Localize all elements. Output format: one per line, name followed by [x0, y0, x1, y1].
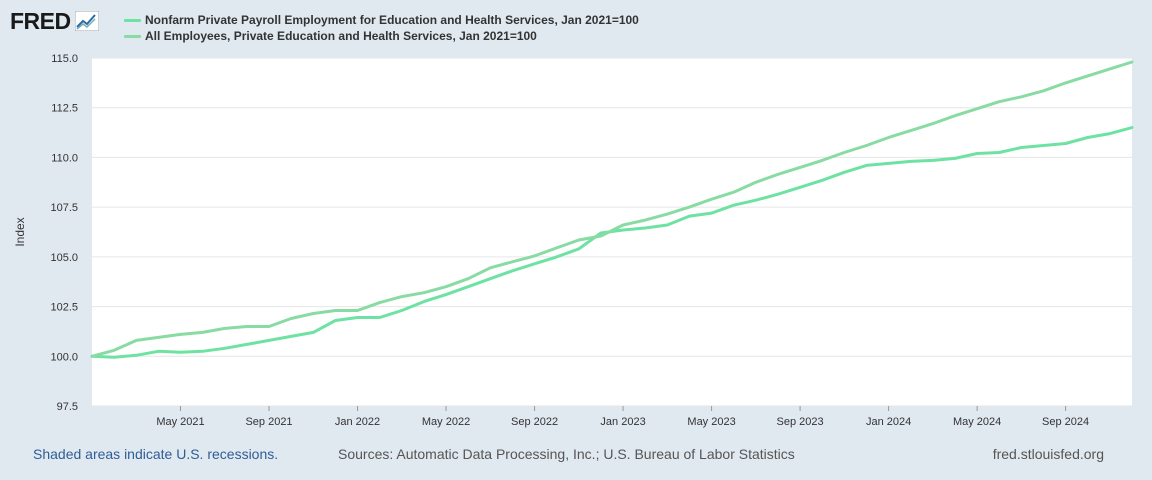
y-axis-ticks: 97.5 100.0 102.5 105.0 107.5 110.0 112.5 115.0 [50, 53, 78, 413]
legend-swatch-series-1 [124, 18, 141, 22]
site-link[interactable]: fred.stlouisfed.org [992, 446, 1104, 462]
x-tick-label: May 2022 [422, 416, 470, 428]
x-tick-label: Sep 2021 [245, 416, 292, 428]
legend-item-series-2[interactable]: All Employees, Private Education and Hea… [124, 28, 639, 44]
x-tick-label: May 2023 [687, 416, 735, 428]
x-tick-label: Jan 2022 [335, 416, 380, 428]
legend-label-series-1: Nonfarm Private Payroll Employment for E… [145, 13, 639, 27]
legend-label-series-2: All Employees, Private Education and Hea… [145, 29, 537, 43]
legend-item-series-1[interactable]: Nonfarm Private Payroll Employment for E… [124, 12, 639, 28]
line-chart: 97.5100.0102.5105.0107.5110.0112.5115.0 … [13, 53, 1134, 428]
x-tick-label: Jan 2023 [600, 416, 645, 428]
recession-note-link[interactable]: Shaded areas indicate U.S. recessions. [33, 446, 279, 462]
y-tick-label: 112.5 [51, 103, 78, 115]
y-tick-label: 110.0 [51, 152, 78, 164]
x-axis-ticks: May 2021 Sep 2021 Jan 2022 May 2022 Sep 2022… [156, 406, 1089, 428]
x-tick-label: Sep 2024 [1042, 416, 1089, 428]
y-tick-label: 102.5 [50, 302, 78, 314]
fred-logo-text: FRED [10, 8, 71, 34]
series-line-2[interactable] [90, 60, 1134, 358]
x-tick-label: Sep 2023 [777, 416, 824, 428]
x-tick-label: Sep 2022 [511, 416, 558, 428]
y-tick-label: 115.0 [51, 53, 78, 65]
y-tick-label: 105.0 [50, 252, 78, 264]
y-tick-label: 97.5 [57, 401, 78, 413]
sources-text: Sources: Automatic Data Processing, Inc.… [338, 446, 795, 462]
chart-legend: Nonfarm Private Payroll Employment for E… [124, 12, 639, 44]
footer: Shaded areas indicate U.S. recessions. S… [0, 446, 1152, 466]
x-tick-label: May 2021 [156, 416, 204, 428]
legend-swatch-series-2 [124, 34, 141, 38]
y-tick-label: 100.0 [50, 351, 78, 363]
x-tick-label: May 2024 [953, 416, 1001, 428]
x-tick-label: Jan 2024 [866, 416, 911, 428]
gridlines [92, 57, 1132, 407]
y-tick-label: 107.5 [50, 202, 78, 214]
series-lines [90, 60, 1134, 359]
y-axis-title: Index [13, 217, 27, 246]
